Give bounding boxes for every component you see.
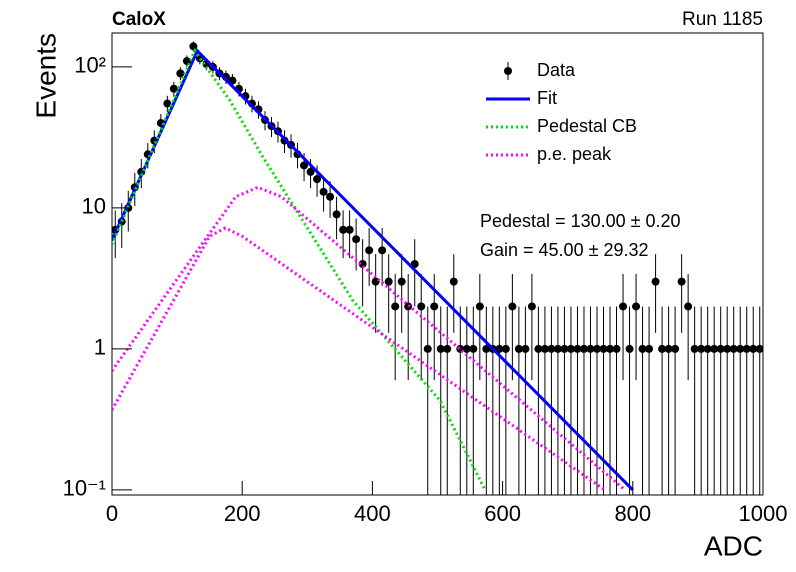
data-point	[501, 344, 510, 353]
data-point	[703, 344, 712, 353]
fit-curve	[112, 47, 487, 491]
legend-label: p.e. peak	[537, 144, 612, 164]
annotation: Pedestal = 130.00 ± 0.20	[480, 211, 681, 231]
data-point	[313, 175, 322, 184]
data-point	[176, 69, 185, 78]
data-point	[716, 344, 725, 353]
data-point	[319, 187, 328, 196]
data-point	[423, 344, 432, 353]
fit-curve	[112, 48, 634, 491]
x-tick-label: 0	[106, 501, 118, 526]
y-tick-label: 10²	[74, 53, 106, 78]
data-point	[553, 344, 562, 353]
data-point	[521, 344, 530, 353]
plot-frame	[111, 32, 764, 496]
data-point	[391, 302, 400, 311]
data-point	[462, 344, 471, 353]
data-point	[534, 344, 543, 353]
data-point	[749, 344, 758, 353]
data-point	[671, 344, 680, 353]
plot-area	[112, 41, 763, 495]
data-point	[449, 277, 458, 286]
data-point	[632, 302, 641, 311]
data-point	[566, 344, 575, 353]
data-point	[339, 225, 348, 234]
x-tick-label: 400	[354, 501, 391, 526]
data-point	[755, 344, 763, 353]
data-point	[684, 302, 693, 311]
data-point	[163, 99, 172, 108]
data-point	[729, 344, 738, 353]
data-point	[469, 344, 478, 353]
data-point	[508, 302, 517, 311]
data-point	[619, 302, 628, 311]
data-point	[612, 344, 621, 353]
legend-label: Pedestal CB	[537, 116, 637, 136]
data-point	[579, 344, 588, 353]
y-tick-label: 10	[82, 194, 106, 219]
x-tick-label: 200	[224, 501, 261, 526]
x-tick-label: 1000	[739, 501, 788, 526]
data-point	[697, 344, 706, 353]
data-point	[664, 344, 673, 353]
data-point	[306, 167, 315, 176]
data-point	[547, 344, 556, 353]
data-point	[736, 344, 745, 353]
data-point	[365, 246, 374, 255]
data-point	[645, 344, 654, 353]
data-point	[677, 277, 686, 286]
data-point	[606, 344, 615, 353]
data-point	[651, 277, 660, 286]
data-point	[169, 84, 178, 93]
data-point	[475, 302, 484, 311]
data-point	[723, 344, 732, 353]
data-point	[573, 344, 582, 353]
data-point	[332, 210, 341, 219]
data-point	[742, 344, 751, 353]
data-point	[495, 344, 504, 353]
y-tick-label: 1	[94, 335, 106, 360]
data-point	[443, 344, 452, 353]
data-point	[300, 161, 309, 170]
data-point	[326, 192, 335, 201]
y-axis-label: Events	[30, 33, 61, 119]
data-point	[384, 277, 393, 286]
data-point	[586, 344, 595, 353]
data-point	[417, 302, 426, 311]
data-point	[436, 344, 445, 353]
fit-curve	[112, 185, 626, 492]
data-point	[378, 246, 387, 255]
data-point	[710, 344, 719, 353]
data-point	[182, 57, 191, 66]
annotation: Gain = 45.00 ± 29.32	[480, 240, 649, 260]
data-point	[352, 235, 361, 244]
data-point	[625, 344, 634, 353]
data-point	[189, 42, 198, 51]
data-point	[638, 344, 647, 353]
data-point	[560, 344, 569, 353]
run-label: Run 1185	[682, 9, 763, 30]
legend-marker	[504, 67, 512, 75]
data-point	[592, 344, 601, 353]
y-tick-label: 10⁻¹	[63, 476, 106, 501]
data-point	[690, 344, 699, 353]
x-tick-label: 800	[614, 501, 651, 526]
data-point	[482, 344, 491, 353]
data-point	[540, 344, 549, 353]
x-tick-label: 600	[484, 501, 521, 526]
data-point	[345, 225, 354, 234]
data-point	[599, 344, 608, 353]
data-point	[658, 344, 667, 353]
data-point	[397, 277, 406, 286]
legend-label: Fit	[537, 88, 557, 108]
data-point	[371, 277, 380, 286]
legend-label: Data	[537, 60, 576, 80]
chart-title: CaloX	[112, 9, 166, 30]
x-axis-label: ADC	[704, 530, 763, 561]
data-point	[430, 302, 439, 311]
data-point	[514, 344, 523, 353]
data-point	[527, 302, 536, 311]
